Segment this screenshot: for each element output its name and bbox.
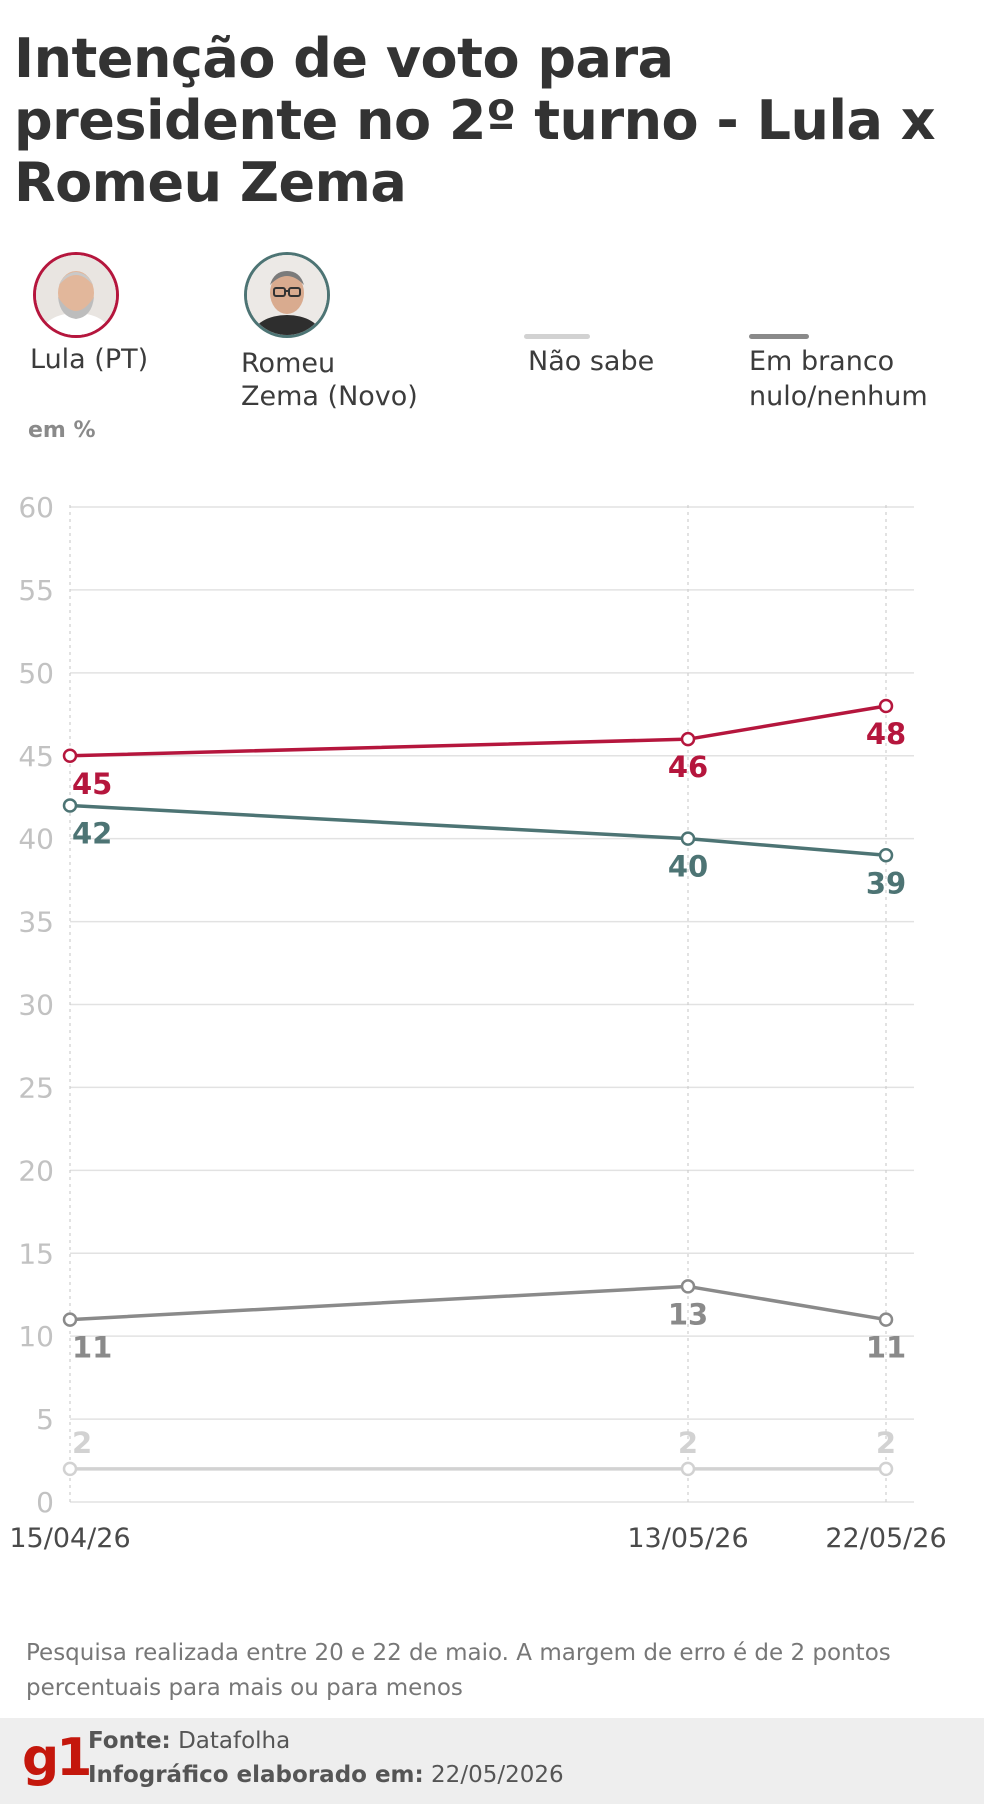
x-tick-label: 22/05/26: [825, 1523, 946, 1554]
data-label: 13: [668, 1297, 708, 1331]
data-point: [680, 1279, 696, 1294]
data-label: 11: [72, 1331, 112, 1365]
survey-note: Pesquisa realizada entre 20 e 22 de maio…: [26, 1640, 891, 1701]
data-label: 48: [866, 717, 906, 751]
data-point: [680, 1461, 696, 1477]
data-point: [878, 1312, 894, 1327]
legend-nao-sabe-label: Não sabe: [528, 346, 655, 377]
data-point: [878, 848, 894, 863]
legend-zema-label-line1: Romeu: [241, 348, 336, 379]
y-tick-label: 55: [18, 574, 54, 607]
source-value: Datafolha: [178, 1728, 291, 1754]
lula-avatar: [33, 252, 119, 338]
legend-branco-swatch: [749, 334, 809, 339]
y-tick-label: 20: [18, 1154, 54, 1187]
unit-label: em %: [28, 418, 96, 443]
date-value: 22/05/2026: [431, 1762, 564, 1788]
y-tick-label: 15: [18, 1237, 54, 1270]
data-label: 42: [72, 817, 112, 851]
y-tick-label: 50: [18, 657, 54, 690]
legend-branco-label-line1: Em branco: [749, 346, 895, 377]
data-label: 2: [876, 1426, 896, 1460]
y-tick-label: 10: [18, 1320, 54, 1353]
series-line: [69, 803, 887, 857]
data-point: [62, 1461, 78, 1477]
data-point: [62, 1312, 78, 1327]
y-tick-label: 0: [36, 1486, 54, 1519]
data-label: 40: [668, 850, 708, 884]
g1-logo: g1: [22, 1728, 92, 1788]
data-point: [878, 698, 894, 714]
legend-branco-label-line2: nulo/nenhum: [749, 381, 928, 412]
x-tick-label: 15/04/26: [9, 1523, 130, 1554]
series-line: [69, 704, 887, 758]
zema-avatar: [244, 252, 330, 338]
legend-zema-label-line2: Zema (Novo): [241, 381, 418, 412]
data-point: [62, 798, 78, 813]
series-line: [69, 1284, 887, 1322]
y-tick-label: 30: [18, 989, 54, 1022]
data-point: [878, 1461, 894, 1477]
legend-nao-sabe-swatch: [524, 334, 590, 339]
data-label: 2: [678, 1426, 698, 1460]
x-tick-label: 13/05/26: [627, 1523, 748, 1554]
source-line: Fonte: Datafolha: [88, 1728, 290, 1754]
data-label: 46: [668, 750, 708, 784]
chart-title: Intenção de voto para presidente no 2º t…: [14, 27, 936, 214]
data-label: 11: [866, 1331, 906, 1365]
data-point: [62, 748, 78, 763]
y-tick-label: 60: [18, 491, 54, 524]
legend-lula-label: Lula (PT): [30, 344, 149, 375]
data-point: [680, 731, 696, 747]
date-label: Infográfico elaborado em:: [88, 1762, 424, 1788]
line-chart: 0 5 10 15 20 25 30 35 40 45 50 55 60 15/04/26 13/05/26…: [9, 491, 946, 1554]
y-tick-label: 40: [18, 823, 54, 856]
data-label: 2: [72, 1426, 92, 1460]
y-tick-label: 35: [18, 906, 54, 939]
date-line: Infográfico elaborado em: 22/05/2026: [88, 1762, 564, 1788]
data-point: [680, 831, 696, 846]
y-tick-label: 25: [18, 1071, 54, 1104]
footer: g1 Fonte: Datafolha Infográfico elaborad…: [0, 1718, 984, 1804]
data-label: 45: [72, 767, 112, 801]
y-tick-label: 5: [36, 1403, 54, 1436]
y-tick-label: 45: [18, 740, 54, 773]
source-label: Fonte:: [88, 1728, 171, 1754]
data-label: 39: [866, 866, 906, 900]
